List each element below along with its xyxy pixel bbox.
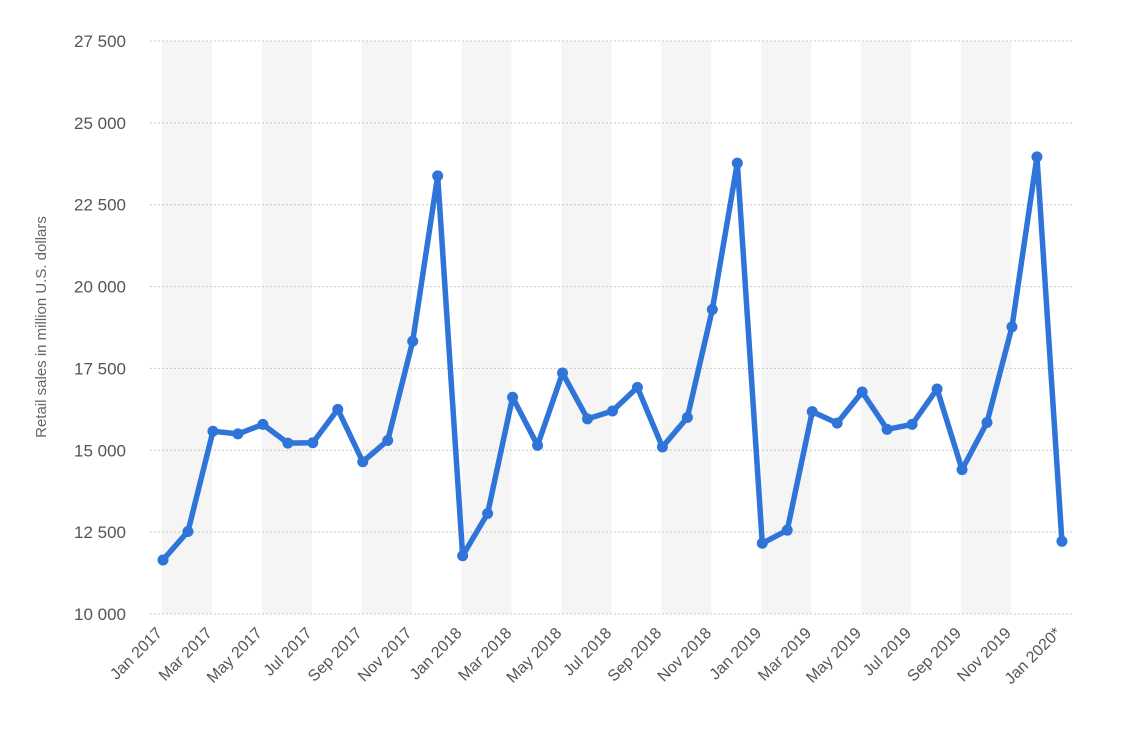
data-point[interactable] [581,413,593,425]
data-point[interactable] [507,391,519,403]
data-point[interactable] [1056,535,1068,547]
y-axis-label: Retail sales in million U.S. dollars [33,216,50,438]
gridlines [150,40,1074,615]
y-tick-label: 20 000 [74,278,126,297]
data-point[interactable] [357,456,369,468]
x-tick-label: Sep 2019 [904,625,965,686]
x-tick-label: Nov 2017 [355,625,416,686]
data-point[interactable] [307,437,319,449]
data-point[interactable] [681,412,693,424]
data-point[interactable] [482,507,494,519]
x-tick-label: May 2019 [803,625,865,687]
data-point[interactable] [781,524,793,536]
background-band [661,41,712,614]
y-tick-label: 17 500 [74,359,126,378]
x-tick-label: Sep 2017 [305,625,366,686]
data-point[interactable] [182,525,194,537]
y-tick-label: 25 000 [74,114,126,133]
data-point[interactable] [606,405,618,417]
background-band [461,41,512,614]
data-point[interactable] [756,537,768,549]
data-point[interactable] [906,418,918,430]
background-band [861,41,912,614]
data-point[interactable] [257,418,269,430]
data-point[interactable] [457,550,469,562]
x-tick-label: May 2017 [204,625,266,687]
data-point[interactable] [981,416,993,428]
x-tick-label: Nov 2018 [655,625,716,686]
data-point[interactable] [1006,321,1018,333]
data-point[interactable] [731,157,743,169]
data-point[interactable] [931,383,943,395]
data-point[interactable] [1031,151,1043,163]
data-point[interactable] [282,437,294,449]
data-point[interactable] [856,386,868,398]
background-band [961,41,1011,614]
background-band [761,41,812,614]
data-point[interactable] [232,428,244,440]
data-point[interactable] [881,423,893,435]
data-point[interactable] [532,439,544,451]
x-tick-label: Sep 2018 [605,625,666,686]
y-tick-label: 15 000 [74,441,126,460]
data-point[interactable] [956,464,968,476]
x-tick-label: May 2018 [504,625,566,687]
data-point[interactable] [382,434,394,446]
background-band [261,41,312,614]
background-band [162,41,212,614]
data-point[interactable] [557,367,569,379]
data-point[interactable] [157,554,169,566]
data-point[interactable] [207,425,219,437]
data-point[interactable] [407,335,419,347]
data-point[interactable] [631,381,643,393]
data-point[interactable] [656,441,668,453]
data-point[interactable] [332,403,344,415]
data-point[interactable] [831,417,843,429]
y-tick-label: 22 500 [74,196,126,215]
data-point[interactable] [806,406,818,418]
data-point[interactable] [706,303,718,315]
series-layer [157,151,1068,566]
y-axis-ticks: 10 000 12 500 15 000 17 500 20 000 22 500 25 0… [74,32,126,624]
y-tick-label: 27 500 [74,32,126,51]
background-band [561,41,612,614]
y-tick-label: 10 000 [74,605,126,624]
alternating-background-bands [162,41,1011,614]
background-band [361,41,412,614]
y-tick-label: 12 500 [74,523,126,542]
data-point[interactable] [432,170,444,182]
